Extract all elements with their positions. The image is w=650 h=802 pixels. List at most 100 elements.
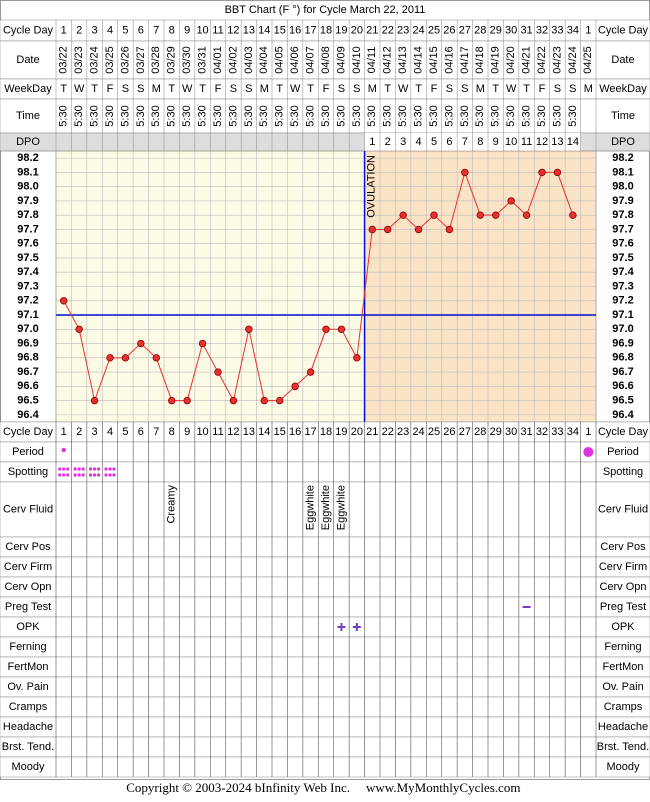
- weekday: S: [230, 83, 237, 95]
- cycle-day: 3: [92, 24, 98, 36]
- y-tick-label: 98.1: [612, 166, 633, 178]
- dpo: 8: [477, 136, 483, 148]
- row-label: Cramps: [9, 701, 48, 713]
- dpo-cell: [395, 133, 411, 151]
- row-label: FertMon: [603, 661, 644, 673]
- row-label: Time: [16, 110, 40, 122]
- row-bg: [0, 536, 650, 558]
- cycle-day: 2: [76, 426, 82, 438]
- date: 03/31: [196, 46, 208, 74]
- cycle-day: 22: [382, 426, 394, 438]
- cycle-day: 20: [351, 426, 363, 438]
- dpo-cell: [426, 133, 442, 151]
- weekday: W: [290, 83, 301, 95]
- cycle-day: 22: [382, 24, 394, 36]
- cycle-day: 13: [243, 24, 255, 36]
- spotting-mark: [104, 467, 108, 471]
- weekday: T: [415, 83, 422, 95]
- time: 5:30: [490, 105, 502, 126]
- row-label: Period: [607, 446, 639, 458]
- row-label: Headache: [3, 721, 53, 733]
- date: 04/07: [304, 46, 316, 74]
- cycle-day: 32: [536, 426, 548, 438]
- temp-point: [152, 354, 160, 362]
- row-label: Cycle Day: [598, 426, 649, 438]
- weekday: S: [245, 83, 252, 95]
- y-tick-label: 96.6: [17, 380, 38, 392]
- time: 5:30: [212, 105, 224, 126]
- cycle-day: 25: [428, 426, 440, 438]
- row-label: Spotting: [8, 466, 48, 478]
- weekday: M: [152, 83, 161, 95]
- temp-point: [492, 211, 500, 219]
- weekday: F: [539, 83, 546, 95]
- ovulation-label: OVULATION: [365, 155, 377, 218]
- row-bg: [0, 40, 650, 80]
- temp-point: [90, 396, 99, 405]
- period-mark: [61, 447, 66, 453]
- spotting-mark: [112, 473, 116, 477]
- y-tick-label: 96.5: [17, 395, 38, 407]
- time: 5:30: [536, 105, 548, 126]
- row-label: Headache: [598, 721, 648, 733]
- date: 04/15: [428, 46, 440, 74]
- row-label: WeekDay: [599, 83, 647, 95]
- cycle-day: 26: [443, 426, 455, 438]
- row-label: Date: [16, 54, 39, 66]
- weekday: T: [276, 83, 283, 95]
- y-tick-label: 97.6: [17, 238, 38, 250]
- row-label: FertMon: [8, 661, 49, 673]
- date: 04/06: [289, 46, 301, 74]
- y-tick-label: 96.9: [612, 337, 633, 349]
- temp-point: [198, 339, 207, 348]
- temp-point: [337, 325, 346, 333]
- weekday: T: [60, 83, 67, 95]
- time: 5:30: [181, 105, 193, 126]
- row-bg: [0, 461, 650, 483]
- cycle-day: 13: [243, 426, 255, 438]
- row-label: Cerv Firm: [599, 561, 647, 573]
- cycle-day: 23: [397, 426, 409, 438]
- dpo: 10: [505, 136, 517, 148]
- y-tick-label: 98.0: [612, 181, 633, 193]
- weekday: S: [137, 83, 144, 95]
- cycle-day: 24: [412, 426, 424, 438]
- spotting-mark: [58, 473, 62, 477]
- y-tick-label: 97.9: [17, 195, 38, 207]
- row-bg: [0, 441, 650, 463]
- temp-point: [399, 211, 407, 219]
- row-label: Cerv Opn: [4, 581, 51, 593]
- cycle-day: 32: [536, 24, 548, 36]
- cycle-day: 6: [138, 24, 144, 36]
- y-tick-label: 97.8: [612, 209, 633, 221]
- site-url: www.MyMonthlyCycles.com: [366, 780, 520, 795]
- y-tick-label: 97.0: [17, 323, 38, 335]
- temp-point: [353, 354, 361, 362]
- cycle-day: 33: [551, 24, 563, 36]
- row-label: Preg Test: [600, 601, 646, 613]
- weekday: W: [182, 83, 193, 95]
- cycle-day: 11: [212, 426, 223, 438]
- y-tick-label: 97.0: [612, 323, 633, 335]
- row-label: Brst. Tend.: [2, 741, 54, 753]
- cycle-day: 16: [289, 24, 301, 36]
- spotting-mark: [66, 473, 70, 477]
- temp-point: [368, 225, 376, 234]
- dpo-cell: [534, 133, 550, 151]
- row-bg: [0, 696, 650, 718]
- cycle-day: 7: [153, 426, 159, 438]
- time: 5:30: [243, 105, 255, 126]
- date: 04/01: [212, 46, 224, 74]
- y-tick-label: 97.2: [612, 295, 633, 307]
- date: 03/29: [166, 46, 178, 74]
- temp-point: [121, 354, 130, 362]
- temp-point: [445, 225, 454, 234]
- cycle-day: 21: [366, 24, 378, 36]
- dpo-cell: [410, 133, 427, 151]
- temp-point: [260, 396, 268, 405]
- cycle-day: 27: [459, 24, 471, 36]
- date: 04/09: [335, 46, 347, 74]
- row-label: DPO: [16, 136, 40, 148]
- y-tick-label: 96.4: [612, 409, 634, 421]
- cycle-day: 17: [304, 426, 316, 438]
